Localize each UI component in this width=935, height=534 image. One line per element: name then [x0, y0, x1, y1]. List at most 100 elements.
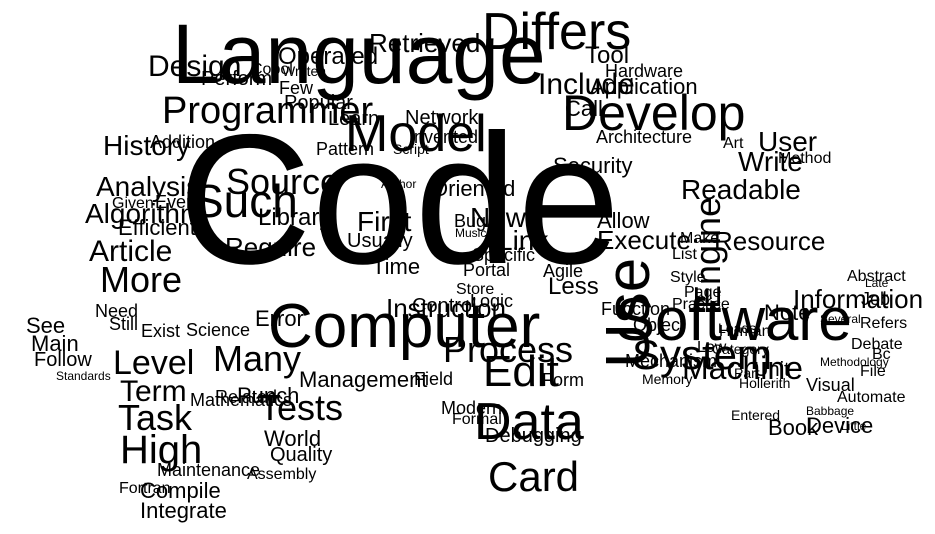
cloud-word: Mechanism [625, 351, 718, 371]
cloud-word: Article [89, 235, 173, 268]
cloud-word: Script [393, 141, 429, 157]
cloud-word: Object [633, 315, 686, 335]
cloud-word: Process [443, 329, 574, 370]
cloud-word: Computer [268, 292, 541, 361]
cloud-word: Call [565, 96, 603, 121]
cloud-word: Hollerith [739, 375, 791, 391]
cloud-word: Bug [454, 211, 487, 231]
cloud-word: Readable [681, 174, 801, 205]
cloud-word: Many [213, 338, 302, 379]
cloud-word: Device [806, 413, 874, 438]
cloud-word: Language [172, 7, 546, 101]
cloud-word: Hardware [605, 61, 684, 81]
cloud-word: Mathematics [190, 390, 293, 410]
cloud-word: System [632, 331, 773, 378]
cloud-word: Science [186, 320, 251, 340]
cloud-word: Include [538, 68, 635, 101]
cloud-word: Write [738, 146, 803, 177]
cloud-word: Note [764, 300, 811, 325]
cloud-word: Tool [585, 42, 630, 69]
cloud-word: Category [712, 341, 769, 357]
cloud-word: Job [861, 289, 891, 309]
cloud-word: Memory [642, 371, 693, 387]
cloud-word: Security [553, 153, 633, 178]
cloud-word: Code [178, 97, 621, 303]
cloud-word: Software [615, 286, 852, 353]
cloud-word: Invented [409, 127, 479, 147]
cloud-word: High [120, 428, 203, 472]
cloud-word: List [672, 246, 697, 263]
cloud-word: Page [684, 284, 722, 301]
cloud-word: Programmer [162, 90, 374, 132]
cloud-word: Few [279, 78, 314, 98]
cloud-word: Usually [347, 230, 413, 252]
cloud-word: Written [282, 63, 327, 79]
cloud-word: Related [215, 387, 278, 407]
cloud-word: Machine [682, 350, 803, 386]
cloud-word: Method [778, 150, 832, 167]
cloud-word: Debate [851, 336, 903, 353]
cloud-word: Addition [150, 132, 216, 152]
cloud-word: Control [412, 295, 477, 317]
cloud-word: Methodology [820, 355, 889, 369]
cloud-word: Music [455, 226, 487, 240]
cloud-word: Pattern [316, 139, 375, 159]
cloud-word: Design [148, 50, 242, 83]
cloud-word: Agile [543, 261, 584, 281]
cloud-word: Follow [34, 349, 92, 371]
cloud-word: Error [255, 306, 304, 331]
cloud-word: Several [820, 312, 861, 326]
cloud-word: Term [120, 375, 187, 408]
cloud-word: Book [768, 415, 819, 440]
cloud-word: Task [118, 397, 193, 438]
cloud-word: Art [723, 135, 744, 152]
cloud-word: Require [225, 232, 317, 262]
cloud-word: Perform [201, 68, 273, 90]
cloud-word: Information [793, 284, 924, 314]
cloud-word: First [357, 206, 412, 237]
cloud-word: Need [95, 301, 139, 321]
cloud-word: Execute [597, 225, 691, 255]
cloud-word: Entered [731, 407, 781, 423]
cloud-word: Bc [872, 346, 891, 363]
cloud-word: Refers [860, 315, 908, 332]
cloud-word: Level [113, 344, 195, 382]
cloud-word: Resource [714, 226, 826, 256]
cloud-word: Allow [597, 208, 650, 233]
cloud-word: Data [474, 393, 584, 451]
cloud-word: Logic [470, 291, 514, 311]
cloud-word: Part [734, 365, 760, 381]
cloud-word: Compile [140, 478, 221, 503]
cloud-word: Little [841, 419, 867, 433]
cloud-word: Visual [806, 375, 855, 395]
cloud-word: Exist [141, 321, 181, 341]
cloud-word: Develop [562, 85, 746, 141]
cloud-word: Assembly [247, 466, 317, 483]
cloud-word: Unit [754, 359, 790, 381]
cloud-word: Tests [259, 387, 344, 428]
cloud-word: Field [414, 369, 454, 389]
cloud-word: Author [381, 177, 417, 191]
cloud-word: Efficient [118, 215, 196, 240]
cloud-word: Application [590, 74, 698, 99]
cloud-word: Edit [483, 347, 559, 396]
cloud-word: Specific [472, 245, 536, 265]
cloud-word: Instruction [386, 293, 506, 323]
cloud-word: Babbage [806, 404, 855, 418]
cloud-word: Modern [441, 398, 503, 418]
cloud-word: Formal [452, 411, 502, 428]
cloud-word: Algorithm [85, 198, 204, 229]
cloud-word: Store [456, 281, 495, 298]
cloud-word: Management [299, 367, 428, 392]
cloud-word: Leads [718, 320, 757, 336]
cloud-word: Still [109, 314, 139, 334]
cloud-word: Automate [837, 389, 906, 406]
cloud-word: Architecture [596, 127, 693, 147]
cloud-word: Portal [463, 260, 511, 280]
cloud-word: Cobol [251, 61, 293, 78]
cloud-word: Punch [237, 383, 300, 408]
cloud-word: History [103, 130, 191, 161]
cloud-word: Analysis [96, 171, 201, 202]
cloud-word: Given [112, 195, 154, 212]
cloud-word: Practice [672, 296, 730, 313]
